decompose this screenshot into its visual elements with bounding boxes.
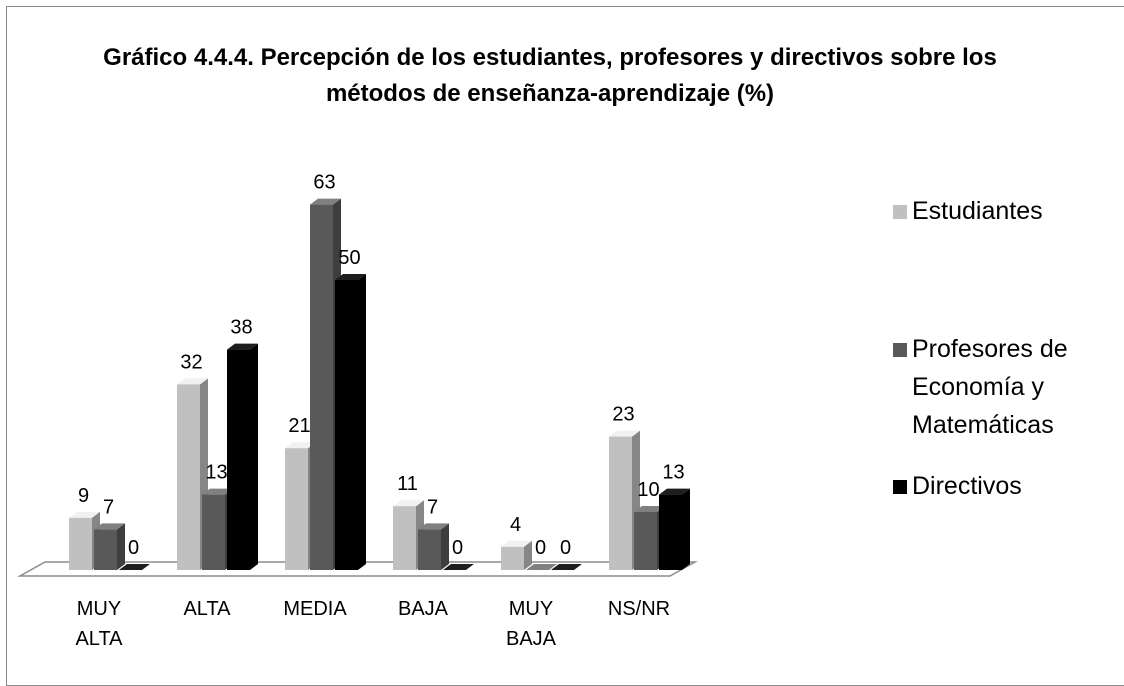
data-label: 50 (338, 247, 360, 269)
data-label: 0 (128, 537, 139, 559)
data-label: 11 (397, 473, 418, 495)
bar-front (335, 280, 358, 570)
x-tick-label: MUY ALTA (75, 598, 123, 650)
chart: MUY ALTA970ALTA321338MEDIA216350BAJA1170M… (17, 172, 698, 650)
legend-item: Estudiantes (890, 192, 1110, 230)
legend-swatch (893, 343, 907, 357)
legend-swatch (893, 480, 907, 494)
bar (551, 564, 582, 570)
bar-front (609, 436, 632, 570)
bar (526, 564, 557, 570)
legend-label: Estudiantes (912, 197, 1043, 225)
bar-front (659, 494, 682, 570)
x-tick-label: MEDIA (283, 598, 347, 620)
x-tick-label: MUY BAJA (506, 598, 557, 650)
bar-side (524, 540, 532, 570)
bar-front (501, 546, 524, 570)
bar (443, 564, 474, 570)
legend-item: Directivos (890, 467, 1110, 505)
bar-front (94, 529, 117, 570)
data-label: 38 (230, 317, 252, 339)
x-tick-label-line: MEDIA (283, 598, 347, 620)
x-tick-label-line: MUY (509, 598, 553, 620)
bar-top (69, 511, 100, 518)
x-tick-label-line: NS/NR (608, 598, 670, 620)
bar-top (609, 430, 640, 437)
bar-front (393, 506, 416, 570)
bar-side (441, 523, 449, 570)
bar-side (250, 343, 258, 570)
bar-top (177, 378, 208, 385)
bar-front (634, 512, 657, 570)
x-tick-label: ALTA (183, 598, 231, 620)
bar-front (285, 448, 308, 570)
bar (501, 540, 532, 570)
x-tick-label-line: BAJA (506, 628, 557, 650)
bar-front (177, 384, 200, 570)
x-tick-label: BAJA (398, 598, 449, 620)
bar-top (227, 343, 258, 350)
data-label: 13 (662, 462, 684, 484)
bar (659, 488, 690, 570)
bar-front (418, 529, 441, 570)
x-tick-label-line: BAJA (398, 598, 449, 620)
bar-top (393, 500, 424, 507)
bar (119, 564, 150, 570)
bar-side (682, 488, 690, 570)
data-label: 9 (78, 485, 89, 507)
bar-top (335, 274, 366, 280)
legend-swatch (893, 205, 907, 219)
bar-top (202, 488, 233, 495)
bar-top (526, 564, 557, 570)
data-label: 23 (612, 404, 634, 426)
x-tick-label-line: ALTA (75, 628, 123, 650)
bar-top (310, 198, 341, 205)
bar-front (202, 494, 225, 570)
bar-top (418, 523, 449, 530)
bar-top (551, 564, 582, 570)
bar-top (94, 523, 125, 530)
data-label: 7 (103, 496, 114, 518)
bar-top (285, 442, 316, 449)
data-label: 0 (560, 537, 571, 559)
bar-front (69, 517, 92, 570)
legend-label: Directivos (912, 472, 1022, 500)
data-label: 0 (452, 537, 463, 559)
chart-title: Gráfico 4.4.4. Percepción de los estudia… (103, 44, 997, 107)
x-tick-label-line: MUY (77, 598, 121, 620)
bar-side (117, 523, 125, 570)
bar-front (227, 349, 250, 570)
data-label: 32 (180, 351, 202, 373)
bar (94, 523, 125, 570)
data-label: 10 (637, 479, 659, 501)
x-tick-label-line: ALTA (183, 598, 231, 620)
legend-item: Profesores de Economía y Matemáticas (890, 330, 1110, 444)
x-tick-label: NS/NR (608, 598, 670, 620)
bar (418, 523, 449, 570)
bar-top (443, 564, 474, 570)
data-label: 7 (427, 496, 438, 518)
bar-top (501, 540, 532, 547)
data-label: 4 (510, 514, 521, 536)
bar-top (634, 506, 665, 512)
bar (227, 343, 258, 570)
bar-top (659, 488, 690, 495)
data-label: 21 (288, 415, 310, 437)
data-label: 0 (535, 537, 546, 559)
bar-side (358, 274, 366, 570)
legend-label: Profesores de Economía y Matemáticas (912, 335, 1068, 439)
data-label: 63 (313, 172, 335, 194)
data-label: 13 (205, 462, 227, 484)
bar (335, 274, 366, 570)
bar-top (119, 564, 150, 570)
bar-front (310, 204, 333, 570)
